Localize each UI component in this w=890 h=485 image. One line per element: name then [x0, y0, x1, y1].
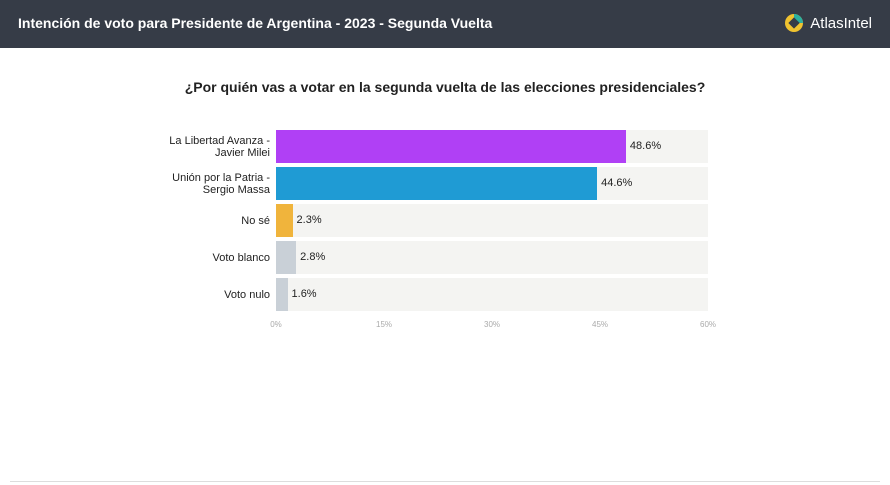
- x-tick-label: 45%: [591, 320, 609, 329]
- category-label: La Libertad Avanza - Javier Milei: [169, 134, 270, 159]
- x-tick-label: 30%: [483, 320, 501, 329]
- x-tick-label: 60%: [699, 320, 717, 329]
- bar: [276, 241, 297, 274]
- category-label: Voto blanco: [212, 251, 271, 264]
- footer-line: [10, 481, 880, 482]
- value-label: 2.8%: [300, 251, 326, 263]
- bar: [276, 204, 293, 237]
- value-label: 2.3%: [296, 214, 322, 226]
- bar: [276, 278, 288, 311]
- logo-icon: [785, 14, 804, 32]
- chart-title: ¿Por quién vas a votar en la segunda vue…: [184, 79, 706, 95]
- header: Intención de voto para Presidente de Arg…: [0, 0, 890, 48]
- header-title: Intención de voto para Presidente de Arg…: [18, 15, 493, 31]
- value-label: 48.6%: [629, 140, 662, 152]
- x-tick-label: 0%: [270, 320, 282, 329]
- bar-track: [276, 278, 708, 311]
- logo: AtlasIntel: [784, 13, 872, 33]
- logo-text: AtlasIntel: [810, 14, 872, 32]
- bar: [276, 130, 626, 163]
- x-tick-label: 15%: [375, 320, 393, 329]
- category-label: No sé: [241, 214, 270, 227]
- bar-track: [276, 204, 708, 237]
- category-label: Voto nulo: [224, 288, 270, 301]
- bar: [276, 167, 598, 200]
- bar-track: [276, 241, 708, 274]
- value-label: 1.6%: [291, 288, 317, 300]
- value-label: 44.6%: [601, 177, 633, 189]
- category-label: Unión por la Patria - Sergio Massa: [172, 171, 270, 196]
